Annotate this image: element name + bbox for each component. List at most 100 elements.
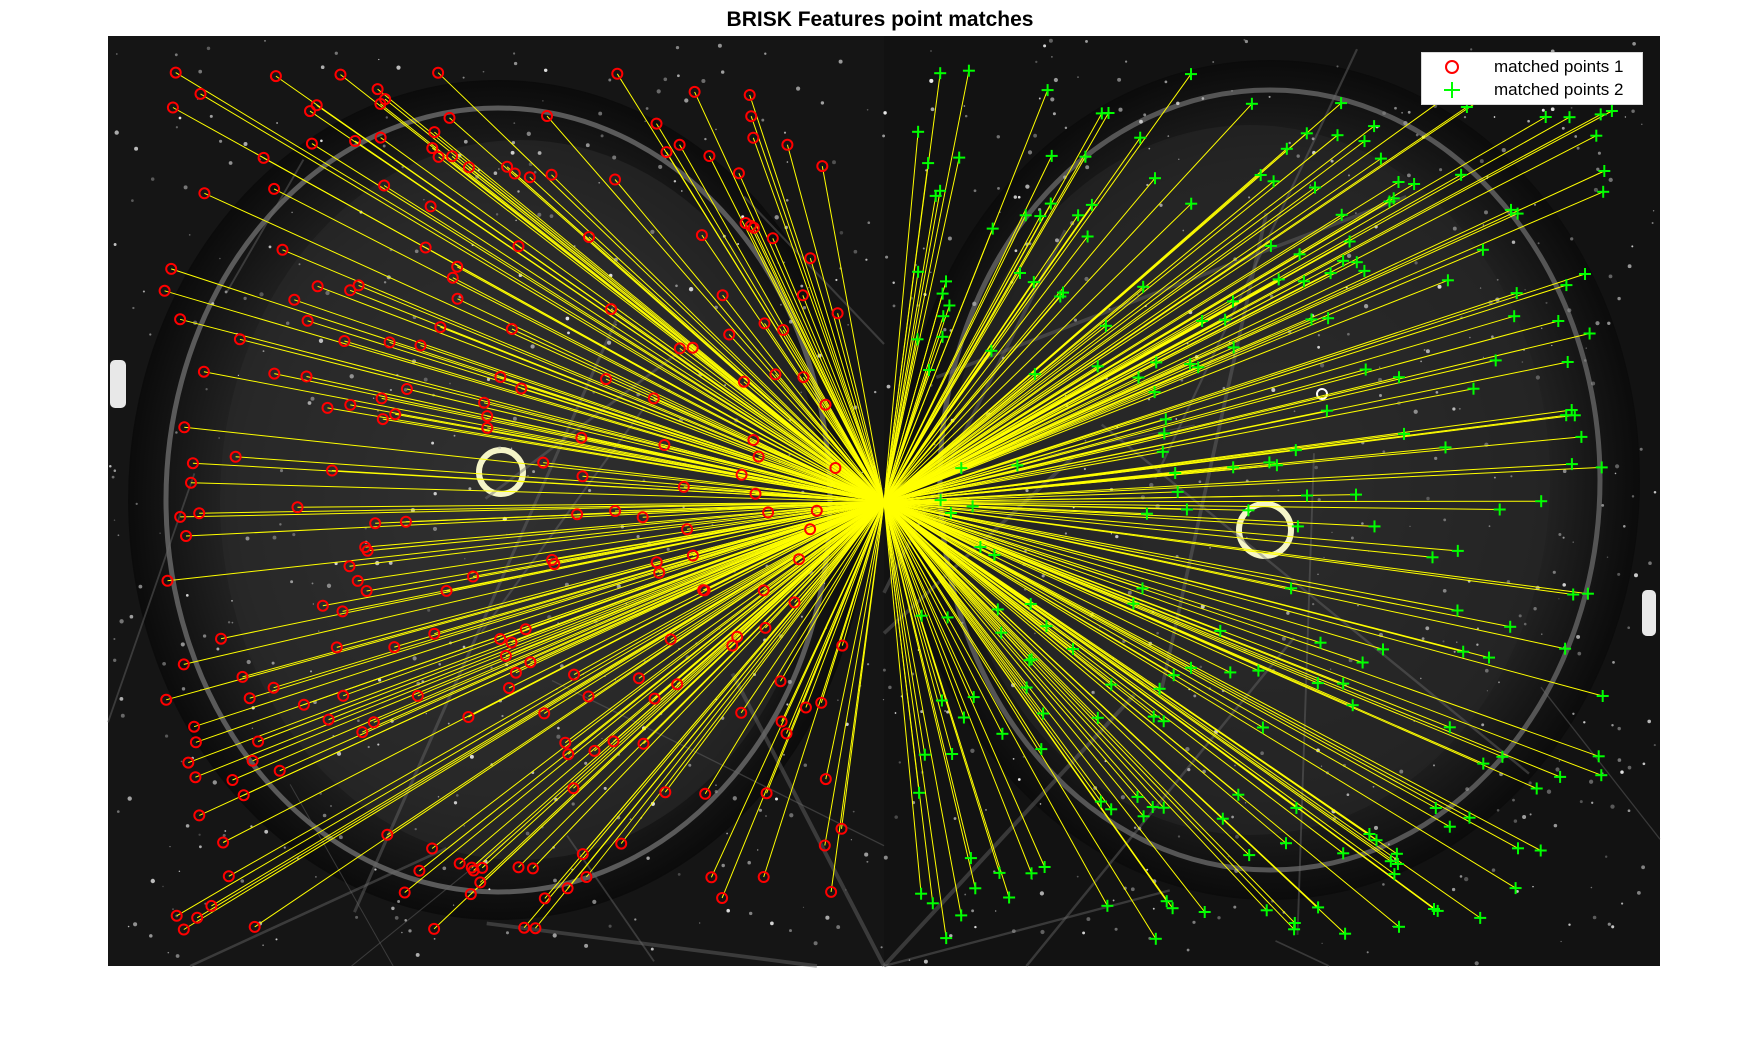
matched-point-1 — [193, 809, 206, 822]
speckle — [1481, 723, 1485, 727]
speckle — [1591, 801, 1594, 804]
matched-point-1 — [607, 735, 620, 748]
speckle — [930, 107, 935, 112]
match-line — [766, 501, 885, 794]
matched-point-2 — [1476, 243, 1489, 256]
match-line — [883, 501, 1030, 661]
speckle — [388, 561, 393, 565]
speckle — [1391, 925, 1394, 928]
speckle — [663, 77, 668, 82]
matched-point-1 — [716, 289, 729, 302]
speckle — [1233, 905, 1237, 909]
speckle — [1073, 318, 1077, 322]
speckle — [1064, 126, 1068, 130]
speckle — [1399, 769, 1404, 774]
matched-point-2 — [1350, 488, 1362, 501]
matched-point-1 — [747, 221, 760, 234]
speckle — [1488, 525, 1491, 528]
match-line — [883, 501, 1144, 817]
speckle — [510, 447, 513, 449]
match-line — [336, 501, 885, 648]
match-line — [164, 290, 885, 503]
speckle — [463, 139, 468, 144]
speckle — [715, 128, 717, 131]
matched-point-1 — [432, 66, 445, 79]
matched-point-1 — [268, 182, 281, 195]
speckle — [1592, 915, 1597, 920]
speckle — [1511, 240, 1516, 244]
speckle — [1522, 815, 1527, 819]
speckle — [1231, 90, 1233, 92]
speckle — [1082, 931, 1086, 935]
speckle — [634, 918, 637, 921]
speckle — [165, 734, 169, 738]
matched-point-1 — [660, 146, 673, 159]
speckle — [1532, 885, 1534, 888]
match-line — [670, 501, 885, 640]
speckle — [779, 303, 782, 306]
speckle — [675, 45, 680, 50]
speckle — [259, 292, 264, 297]
speckle — [1479, 287, 1482, 289]
match-line — [616, 73, 885, 503]
speckle — [995, 910, 997, 912]
matched-point-2 — [1044, 197, 1057, 210]
match-line — [883, 501, 1157, 940]
matched-point-1 — [376, 413, 389, 426]
speckle — [543, 68, 548, 73]
speckle — [357, 719, 360, 722]
speckle — [501, 714, 504, 718]
matched-point-2 — [1095, 107, 1108, 120]
image-left — [108, 36, 884, 966]
speckle — [1439, 168, 1443, 172]
match-line — [679, 348, 885, 503]
speckle — [1034, 632, 1036, 635]
speckle — [1562, 536, 1565, 539]
matched-point-1 — [829, 462, 842, 474]
matched-point-2 — [1198, 906, 1211, 918]
speckle — [275, 938, 278, 941]
matched-point-2 — [915, 887, 928, 900]
speckle — [944, 709, 947, 713]
match-line — [883, 501, 1458, 552]
speckle — [943, 328, 947, 332]
matched-point-2 — [974, 541, 987, 553]
match-line — [710, 501, 885, 878]
match-line — [758, 456, 885, 503]
speckle — [1612, 661, 1615, 664]
matched-point-2 — [1390, 847, 1403, 860]
matched-point-1 — [780, 727, 793, 740]
matched-point-1 — [185, 476, 197, 489]
speckle — [320, 139, 323, 143]
speckle — [127, 925, 130, 928]
matched-point-2 — [1451, 604, 1464, 617]
speckle — [1409, 525, 1411, 527]
matched-point-2 — [1132, 371, 1145, 384]
matched-point-1 — [257, 151, 270, 164]
matched-point-2 — [1309, 181, 1321, 194]
matched-point-2 — [1045, 149, 1058, 162]
match-line — [273, 501, 885, 689]
matched-point-2 — [953, 151, 966, 164]
matched-point-2 — [922, 157, 935, 170]
matched-point-1 — [170, 909, 183, 922]
match-line — [704, 501, 885, 795]
speckle — [1012, 758, 1015, 760]
matched-point-2 — [1300, 127, 1313, 140]
speckle — [789, 813, 794, 818]
match-line — [487, 427, 885, 503]
match-line — [883, 501, 1296, 924]
speckle — [198, 69, 203, 74]
speckle — [885, 255, 889, 259]
speckle — [1382, 883, 1385, 886]
matched-point-1 — [793, 553, 805, 566]
speckle — [789, 929, 792, 933]
match-line — [883, 190, 941, 503]
speckle — [1572, 712, 1575, 715]
match-line — [387, 501, 885, 836]
matched-point-1 — [481, 410, 494, 423]
speckle — [1639, 447, 1643, 451]
speckle — [1130, 887, 1135, 892]
speckle — [149, 934, 153, 938]
speckle — [482, 70, 485, 73]
